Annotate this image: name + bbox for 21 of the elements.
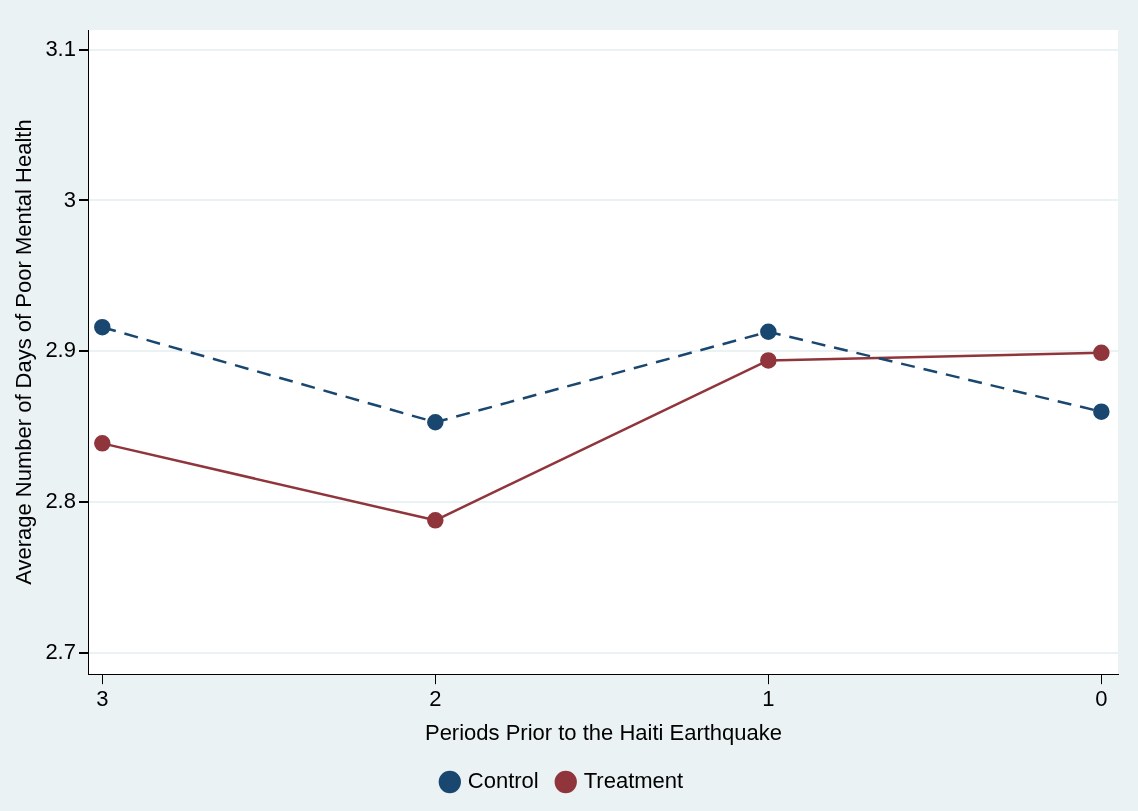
point	[760, 352, 777, 369]
y-tick-label: 3.1	[45, 35, 76, 61]
x-axis-title: Periods Prior to the Haiti Earthquake	[424, 719, 783, 745]
point	[1093, 344, 1110, 362]
point	[94, 435, 111, 452]
x-tick-label: 1	[762, 686, 775, 712]
y-tick-label: 2.9	[45, 337, 76, 363]
point	[427, 512, 444, 529]
legend-label: Treatment	[583, 768, 684, 794]
legend-label: Control	[467, 768, 539, 794]
y-tick-label: 2.8	[45, 488, 76, 514]
y-tick-label: 3	[63, 186, 76, 212]
point	[1093, 403, 1110, 420]
point	[760, 323, 777, 340]
point	[94, 318, 111, 336]
x-tick-label: 3	[96, 686, 109, 712]
y-tick-label: 2.7	[45, 639, 76, 665]
point	[427, 414, 444, 431]
x-tick-label: 0	[1095, 686, 1108, 712]
y-axis-title: Average Number of Days of Poor Mental Health	[11, 119, 37, 585]
x-tick-label: 2	[429, 686, 442, 712]
